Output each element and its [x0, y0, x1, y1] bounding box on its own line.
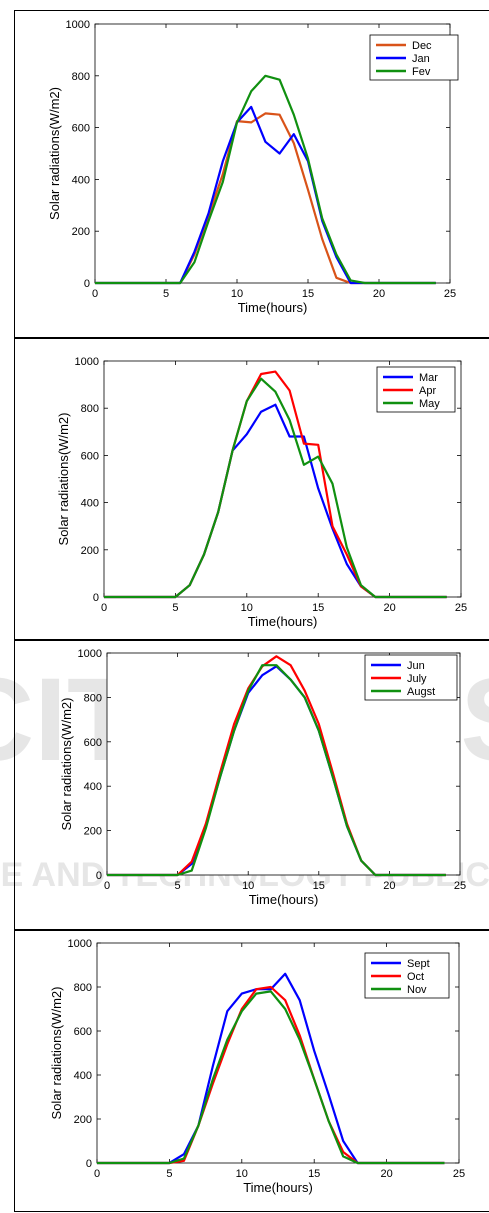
x-axis-label: Time(hours)	[249, 892, 319, 907]
y-tick-label: 400	[84, 781, 102, 793]
y-tick-label: 1000	[75, 356, 99, 368]
legend-label-july: July	[407, 673, 427, 685]
legend-label-nov: Nov	[407, 984, 427, 996]
chart-1: 0 5 10 15 20 25 0 200 400 600 800 1000 Time(hours) So…	[47, 19, 459, 315]
x-axis-label: Time(hours)	[243, 1180, 313, 1195]
series-line-augst	[107, 664, 446, 877]
y-tick-label: 400	[72, 174, 90, 186]
x-axis-label: Time(hours)	[238, 300, 308, 315]
x-tick-label: 0	[92, 288, 98, 300]
x-tick-label: 20	[383, 880, 395, 892]
chart-3: 0 5 10 15 20 25 0 200 400 600 800 1000 Time(hours) So…	[59, 648, 466, 907]
series-line-fev	[95, 74, 436, 285]
x-tick-label: 0	[101, 602, 107, 614]
y-tick-label: 1000	[68, 938, 92, 950]
y-tick-label: 1000	[78, 648, 102, 660]
legend-label-augst: Augst	[407, 686, 435, 698]
x-tick-label: 10	[231, 288, 243, 300]
legend-label-mar: Mar	[419, 372, 438, 384]
y-axis-label: Solar radiations(W/m2)	[49, 987, 64, 1120]
x-tick-label: 10	[236, 1168, 248, 1180]
x-tick-label: 5	[172, 602, 178, 614]
y-tick-label: 600	[72, 123, 90, 135]
legend-label-apr: Apr	[419, 385, 436, 397]
y-tick-label: 400	[81, 498, 99, 510]
legend-label-fev: Fev	[412, 66, 431, 78]
x-tick-label: 15	[302, 288, 314, 300]
y-tick-label: 200	[84, 826, 102, 838]
series-line-may	[104, 377, 447, 599]
legend-label-oct: Oct	[407, 971, 424, 983]
x-tick-label: 5	[166, 1168, 172, 1180]
legend-label-jun: Jun	[407, 660, 425, 672]
x-tick-label: 25	[454, 880, 466, 892]
legend-label-may: May	[419, 398, 440, 410]
x-tick-label: 5	[175, 880, 181, 892]
x-tick-label: 15	[312, 602, 324, 614]
y-tick-label: 600	[84, 737, 102, 749]
y-axis-label: Solar radiations(W/m2)	[47, 87, 62, 220]
legend-label-dec: Dec	[412, 40, 432, 52]
y-axis-label: Solar radiations(W/m2)	[56, 413, 71, 546]
y-tick-label: 400	[74, 1070, 92, 1082]
y-tick-label: 0	[86, 1158, 92, 1170]
x-tick-label: 25	[453, 1168, 465, 1180]
y-tick-label: 1000	[66, 19, 90, 31]
y-tick-label: 0	[96, 870, 102, 882]
x-tick-label: 25	[444, 288, 456, 300]
x-tick-label: 25	[455, 602, 467, 614]
chart-panel-2: 0 5 10 15 20 25 0 200 400 600 800 1000 Time(hours) So…	[14, 338, 489, 640]
x-tick-label: 0	[104, 880, 110, 892]
y-tick-label: 0	[84, 278, 90, 290]
chart-panel-3: 0 5 10 15 20 25 0 200 400 600 800 1000 Time(hours) So…	[14, 640, 489, 930]
x-tick-label: 20	[380, 1168, 392, 1180]
chart-4: 0 5 10 15 20 25 0 200 400 600 800 1000 Time(hours) So…	[49, 938, 465, 1195]
x-tick-label: 10	[241, 602, 253, 614]
y-tick-label: 600	[81, 450, 99, 462]
chart-panel-1: 0 5 10 15 20 25 0 200 400 600 800 1000 Time(hours) So…	[14, 10, 489, 338]
x-axis-label: Time(hours)	[248, 614, 318, 629]
y-tick-label: 800	[84, 692, 102, 704]
chart-2: 0 5 10 15 20 25 0 200 400 600 800 1000 Time(hours) So…	[56, 356, 467, 629]
y-tick-label: 200	[72, 226, 90, 238]
y-tick-label: 800	[81, 403, 99, 415]
x-tick-label: 5	[163, 288, 169, 300]
x-tick-label: 20	[383, 602, 395, 614]
y-tick-label: 800	[74, 982, 92, 994]
legend-label-sept: Sept	[407, 958, 430, 970]
y-tick-label: 800	[72, 71, 90, 83]
x-tick-label: 10	[242, 880, 254, 892]
y-tick-label: 0	[93, 592, 99, 604]
x-tick-label: 20	[373, 288, 385, 300]
x-tick-label: 15	[308, 1168, 320, 1180]
x-tick-label: 0	[94, 1168, 100, 1180]
x-tick-label: 15	[313, 880, 325, 892]
y-axis-label: Solar radiations(W/m2)	[59, 698, 74, 831]
chart-panel-4: 0 5 10 15 20 25 0 200 400 600 800 1000 Time(hours) So…	[14, 930, 489, 1212]
series-line-nov	[97, 990, 445, 1165]
y-tick-label: 200	[81, 545, 99, 557]
y-tick-label: 600	[74, 1026, 92, 1038]
legend-label-jan: Jan	[412, 53, 430, 65]
y-tick-label: 200	[74, 1114, 92, 1126]
